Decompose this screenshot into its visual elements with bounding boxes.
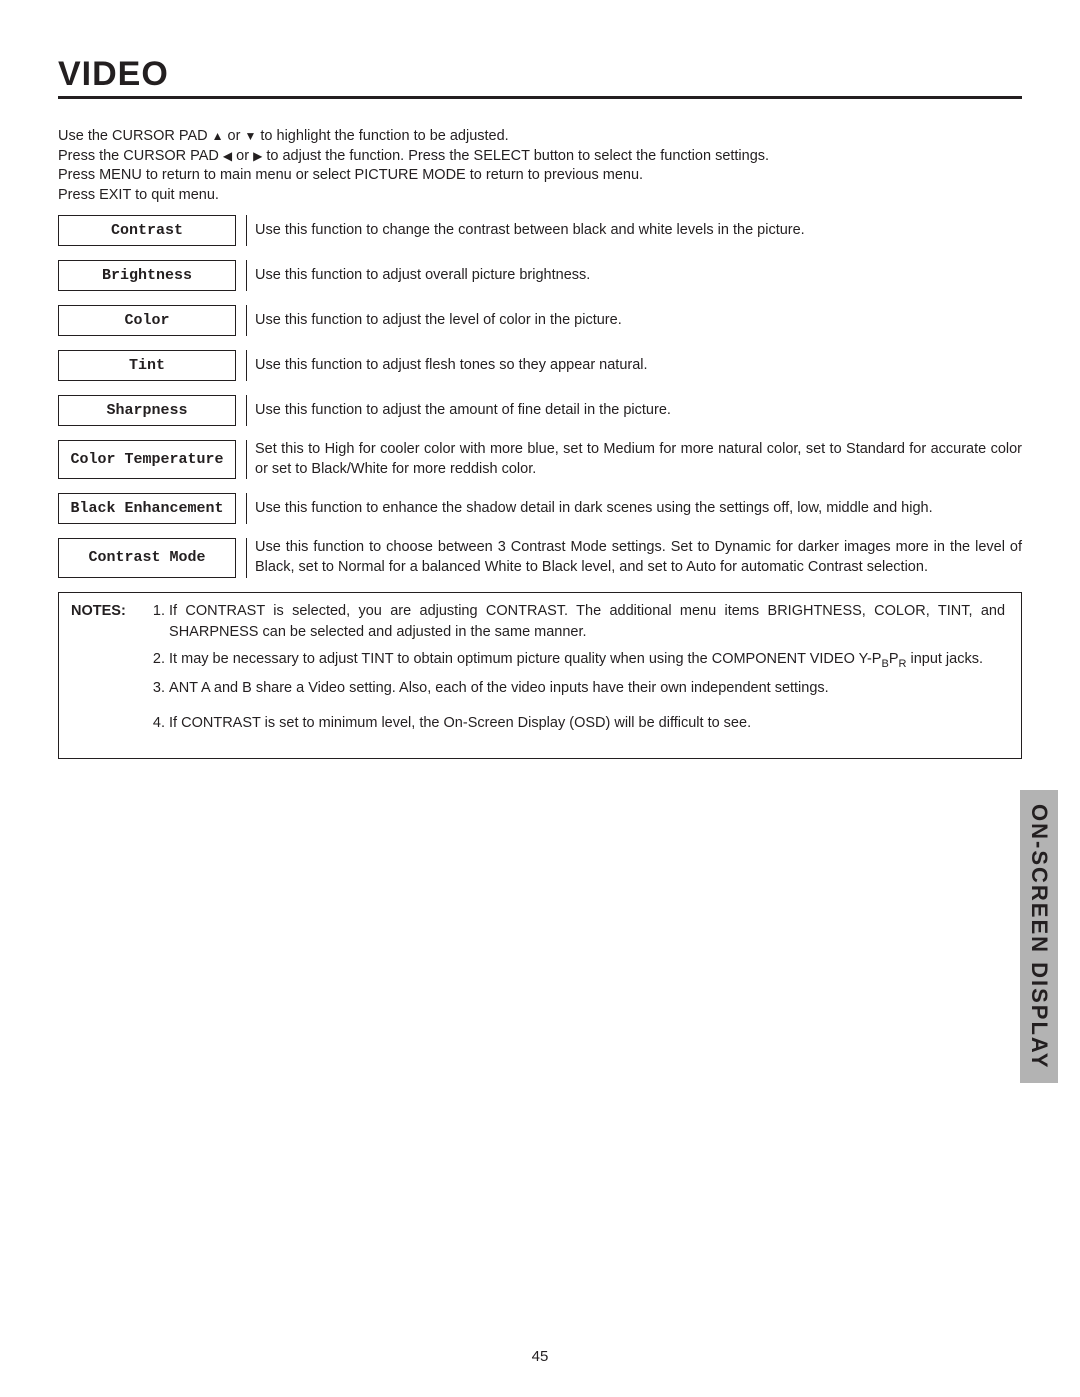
divider xyxy=(246,395,247,426)
intro-text: Use the CURSOR PAD ▲ or ▼ to highlight t… xyxy=(58,127,1022,205)
down-arrow-icon: ▼ xyxy=(244,129,256,143)
note-item: If CONTRAST is set to minimum level, the… xyxy=(169,713,1005,734)
function-desc: Set this to High for cooler color with m… xyxy=(255,440,1022,479)
note2-sub-b: B xyxy=(881,657,888,669)
function-row: Color Use this function to adjust the le… xyxy=(58,305,1022,336)
function-row: Black Enhancement Use this function to e… xyxy=(58,493,1022,524)
function-row: Contrast Use this function to change the… xyxy=(58,215,1022,246)
divider xyxy=(246,538,247,577)
divider xyxy=(246,260,247,291)
function-label: Black Enhancement xyxy=(58,493,236,524)
function-desc: Use this function to choose between 3 Co… xyxy=(255,538,1022,577)
intro-line1-pre: Use the CURSOR PAD xyxy=(58,128,212,144)
function-label: Color Temperature xyxy=(58,440,236,479)
divider xyxy=(246,440,247,479)
note-item: If CONTRAST is selected, you are adjusti… xyxy=(169,601,1005,643)
function-desc: Use this function to enhance the shadow … xyxy=(255,493,1022,524)
divider xyxy=(246,350,247,381)
intro-line1-post: to highlight the function to be adjusted… xyxy=(256,128,508,144)
note2-post: input jacks. xyxy=(906,651,983,667)
page-number: 45 xyxy=(0,1348,1080,1365)
function-desc: Use this function to change the contrast… xyxy=(255,215,1022,246)
note2-pre: It may be necessary to adjust TINT to ob… xyxy=(169,651,881,667)
side-tab: ON-SCREEN DISPLAY xyxy=(1020,790,1058,1083)
notes-label: NOTES: xyxy=(71,601,143,622)
divider xyxy=(246,493,247,524)
function-row: Tint Use this function to adjust flesh t… xyxy=(58,350,1022,381)
function-row: Contrast Mode Use this function to choos… xyxy=(58,538,1022,577)
function-row: Brightness Use this function to adjust o… xyxy=(58,260,1022,291)
notes-list: If CONTRAST is selected, you are adjusti… xyxy=(147,601,1005,741)
notes-box: NOTES: If CONTRAST is selected, you are … xyxy=(58,592,1022,760)
function-desc: Use this function to adjust flesh tones … xyxy=(255,350,1022,381)
function-label: Contrast Mode xyxy=(58,538,236,577)
function-label: Sharpness xyxy=(58,395,236,426)
function-desc: Use this function to adjust overall pict… xyxy=(255,260,1022,291)
intro-line2-post: to adjust the function. Press the SELECT… xyxy=(262,148,769,164)
function-row: Sharpness Use this function to adjust th… xyxy=(58,395,1022,426)
intro-or2: or xyxy=(232,148,253,164)
intro-line3: Press MENU to return to main menu or sel… xyxy=(58,167,643,183)
intro-or1: or xyxy=(224,128,245,144)
divider xyxy=(246,305,247,336)
page-title: VIDEO xyxy=(58,55,1022,99)
divider xyxy=(246,215,247,246)
left-arrow-icon: ◀ xyxy=(223,149,232,163)
intro-line4: Press EXIT to quit menu. xyxy=(58,187,219,203)
function-list: Contrast Use this function to change the… xyxy=(58,215,1022,577)
function-label: Contrast xyxy=(58,215,236,246)
note-item: ANT A and B share a Video setting. Also,… xyxy=(169,678,1005,699)
up-arrow-icon: ▲ xyxy=(212,129,224,143)
right-arrow-icon: ▶ xyxy=(253,149,262,163)
function-label: Brightness xyxy=(58,260,236,291)
function-row: Color Temperature Set this to High for c… xyxy=(58,440,1022,479)
intro-line2-pre: Press the CURSOR PAD xyxy=(58,148,223,164)
function-label: Tint xyxy=(58,350,236,381)
function-desc: Use this function to adjust the amount o… xyxy=(255,395,1022,426)
function-label: Color xyxy=(58,305,236,336)
note-item: It may be necessary to adjust TINT to ob… xyxy=(169,649,1005,673)
function-desc: Use this function to adjust the level of… xyxy=(255,305,1022,336)
